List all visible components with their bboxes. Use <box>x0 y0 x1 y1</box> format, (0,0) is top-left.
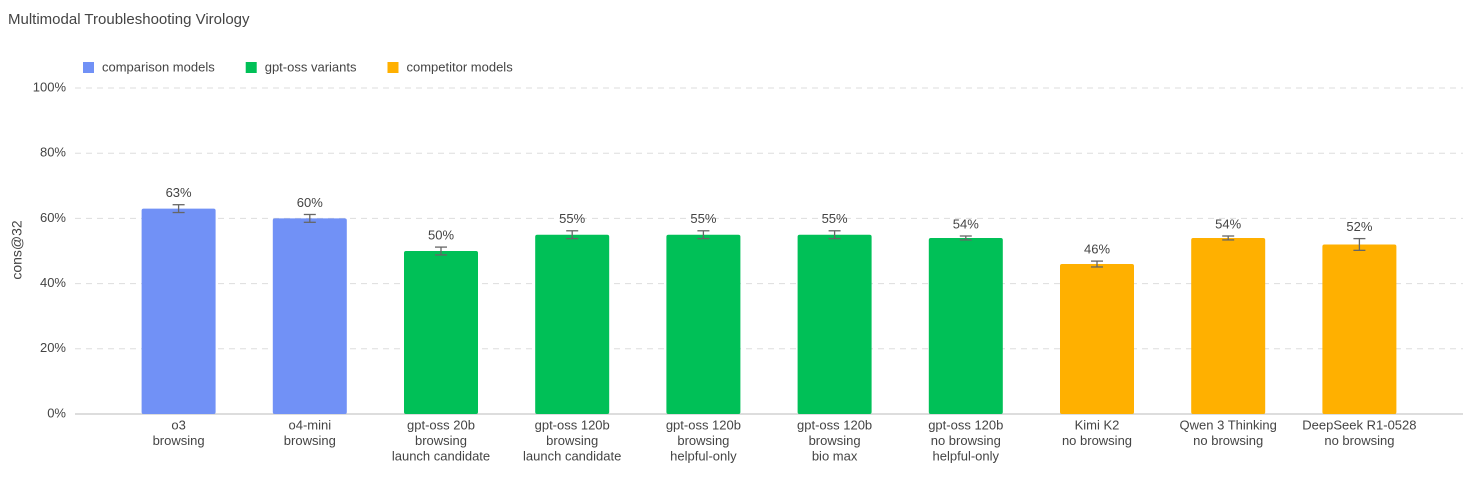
bar <box>1191 237 1266 414</box>
bar <box>1322 244 1397 414</box>
value-label: 60% <box>297 195 323 210</box>
legend-swatch <box>245 62 257 73</box>
x-tick-label: browsing <box>809 433 861 448</box>
error-bar <box>959 235 972 241</box>
value-label: 63% <box>166 185 192 200</box>
x-tick-label: browsing <box>677 433 729 448</box>
error-bar <box>697 230 710 240</box>
bar <box>404 251 478 414</box>
y-tick-label: 60% <box>40 210 66 225</box>
error-bar <box>1222 235 1235 241</box>
bar <box>1060 264 1134 414</box>
error-bar <box>172 204 185 214</box>
x-tick-label: o4-mini <box>288 417 331 432</box>
y-tick-label: 80% <box>40 145 66 160</box>
legend-swatch <box>83 62 94 73</box>
x-tick-label: no browsing <box>1324 433 1394 448</box>
x-tick-label: launch candidate <box>392 448 490 463</box>
value-label: 55% <box>690 211 716 226</box>
y-tick-label: 100% <box>33 79 67 94</box>
value-label: 50% <box>428 228 454 243</box>
x-tick-label: Kimi K2 <box>1075 417 1120 432</box>
y-tick-label: 0% <box>47 405 66 420</box>
x-tick-label: browsing <box>284 433 336 448</box>
error-bar <box>303 213 316 223</box>
value-label: 55% <box>822 211 848 226</box>
x-tick-label: launch candidate <box>523 448 621 463</box>
bar <box>666 234 741 414</box>
legend-label: competitor models <box>406 59 513 74</box>
value-label: 54% <box>1215 216 1241 231</box>
bar <box>928 237 1003 414</box>
x-tick-label: o3 <box>171 417 185 432</box>
y-tick-label: 40% <box>40 275 66 290</box>
x-tick-label: bio max <box>812 448 858 463</box>
x-tick-label: gpt-oss 120b <box>928 417 1003 432</box>
x-tick-label: no browsing <box>1193 433 1263 448</box>
error-bar <box>1353 237 1366 251</box>
x-tick-label: DeepSeek R1-0528 <box>1302 417 1416 432</box>
x-tick-label: helpful-only <box>933 448 1000 463</box>
chart-title: Multimodal Troubleshooting Virology <box>8 11 250 28</box>
bar <box>535 234 610 414</box>
x-tick-label: no browsing <box>931 433 1001 448</box>
y-axis-label: cons@32 <box>9 220 25 280</box>
x-tick-label: browsing <box>153 433 205 448</box>
x-tick-label: browsing <box>415 433 467 448</box>
error-bar <box>828 230 841 240</box>
x-tick-label: Qwen 3 Thinking <box>1180 417 1277 432</box>
bar <box>141 208 216 414</box>
legend-label: comparison models <box>102 59 215 74</box>
x-tick-label: browsing <box>546 433 598 448</box>
x-tick-label: gpt-oss 120b <box>535 417 610 432</box>
bar <box>797 234 872 414</box>
value-label: 46% <box>1084 242 1110 257</box>
y-tick-label: 20% <box>40 340 66 355</box>
value-label: 52% <box>1346 219 1372 234</box>
x-tick-label: no browsing <box>1062 433 1132 448</box>
error-bar <box>435 246 447 256</box>
legend-label: gpt-oss variants <box>265 59 357 74</box>
error-bar <box>1091 260 1103 268</box>
x-tick-label: gpt-oss 120b <box>666 417 741 432</box>
value-label: 55% <box>559 211 585 226</box>
x-tick-label: gpt-oss 20b <box>407 417 475 432</box>
bar <box>272 218 347 414</box>
x-tick-label: gpt-oss 120b <box>797 417 872 432</box>
value-label: 54% <box>953 216 979 231</box>
error-bar <box>566 230 579 240</box>
x-tick-label: helpful-only <box>670 448 737 463</box>
legend-swatch <box>387 62 399 73</box>
